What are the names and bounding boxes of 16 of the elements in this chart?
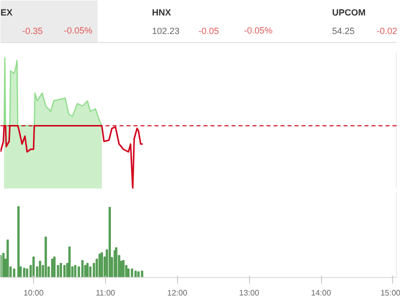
x-tick-label: 13:00 [239,288,260,298]
text: -0.02 [376,26,398,36]
x-tick-label: 12:00 [167,288,188,298]
x-tick-label: 10:00 [24,288,44,298]
text: -0.05% [64,26,92,36]
text: HNX [152,8,171,18]
text: -0.05% [244,26,273,36]
text: 54.25 [332,26,355,36]
text: -0.35 [22,26,43,36]
x-tick-label: 14:00 [311,288,332,298]
text: 102.23 [152,26,180,36]
x-tick-label: 15:00 [380,288,400,298]
text: -0.05 [198,26,220,36]
text: UPCOM [332,8,366,18]
text: EX [0,8,13,18]
x-tick-label: 11:00 [96,288,116,298]
